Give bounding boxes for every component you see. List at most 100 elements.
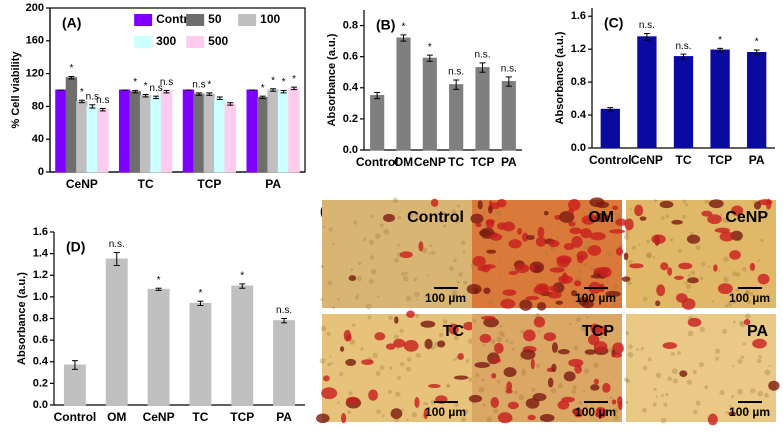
texture [383,228,390,235]
bar [214,97,226,173]
texture [669,238,674,242]
error-bar [195,92,202,96]
x-tick-label: CeNP [66,177,98,191]
stain-spot [530,358,535,370]
significance-label: * [69,63,73,74]
y-tick-label: 80 [32,100,44,112]
stain-spot [506,381,513,392]
stain-spot [507,401,519,410]
stain-spot [423,408,428,420]
texture [520,329,525,334]
significance-label: n.s. [675,41,691,52]
texture [351,323,356,327]
bar [231,285,254,406]
stain-spot [486,249,497,254]
error-bar [216,96,223,100]
stain-spot [713,264,718,272]
error-bar [99,107,106,112]
significance-label: * [240,271,244,282]
texture [641,407,647,413]
stain-spot [321,387,338,400]
error-bar [505,76,512,87]
texture [322,225,325,228]
texture [415,313,420,318]
texture [402,276,409,282]
bar [97,109,109,173]
y-axis-label: Absorbance (a.u.) [326,33,338,126]
stain-spot [708,199,724,209]
texture [368,278,374,284]
texture [699,326,705,333]
texture [365,303,372,310]
y-tick-label: 200 [26,2,44,14]
error-bar [155,287,162,291]
y-tick-label: 0.0 [33,399,48,411]
texture [653,199,657,203]
texture [718,269,721,272]
bar [273,320,296,406]
texture [463,409,469,415]
texture [719,213,723,216]
stain-spot [490,397,499,409]
stain-spot [424,338,433,350]
stain-spot [497,412,513,424]
stain-spot [494,342,504,354]
panel-label: (A) [62,15,81,31]
stain-spot [687,317,702,327]
stain-spot [660,262,669,271]
significance-label: * [157,275,161,286]
error-bar [374,91,381,100]
x-tick-label: PA [265,177,281,191]
texture [327,280,333,286]
legend-label: 100 [260,12,280,26]
x-tick-label: TC [138,177,154,191]
texture [481,378,485,382]
stain-spot [502,289,517,296]
texture [337,297,340,301]
texture [535,363,541,369]
texture [719,389,725,396]
stain-spot [414,396,420,409]
texture [320,297,324,302]
error-bar [479,62,486,73]
stain-spot [457,353,464,360]
texture [496,210,501,215]
error-bar [643,33,650,41]
stain-spot [491,372,497,379]
stain-spot [346,396,360,405]
error-bar [227,102,234,106]
texture [442,319,448,324]
micrograph [621,198,776,310]
stain-spot [508,270,519,275]
stain-spot [475,222,482,228]
stain-spot [487,205,493,214]
texture [399,328,404,334]
stain-spot [563,243,575,251]
texture [715,356,720,361]
stain-spot [561,259,572,264]
texture [583,212,587,216]
significance-label: n.s. [501,64,517,75]
legend-swatch [186,14,205,26]
stain-spot [339,346,345,352]
stain-spot [470,213,484,224]
stain-spot [580,228,592,239]
x-tick-label: PA [501,155,517,169]
texture [577,269,583,275]
texture [686,290,689,293]
texture [486,416,493,423]
texture [416,298,419,301]
texture [665,392,669,397]
stain-spot [316,413,330,424]
y-tick-label: 0.8 [33,312,48,324]
error-bar [113,252,120,267]
texture [593,362,599,368]
stain-spot [623,252,629,261]
bar [246,89,258,173]
texture [487,299,494,306]
bar [189,302,212,406]
stain-spot [348,275,357,282]
texture [631,245,636,250]
error-bar [132,89,139,94]
micrograph-label: TC [443,323,465,340]
